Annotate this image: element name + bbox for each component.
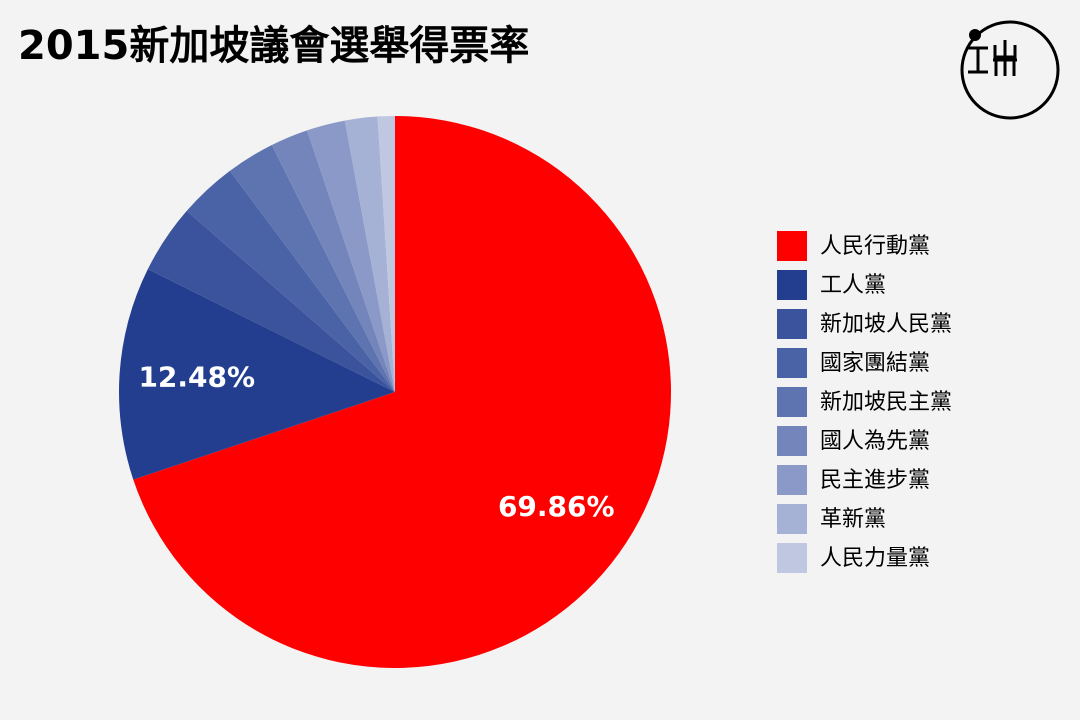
legend-label: 新加坡民主黨 [820, 390, 952, 415]
legend-swatch [777, 387, 807, 417]
pie-slice [147, 210, 395, 392]
pie-slice [271, 130, 395, 392]
legend-swatch [777, 426, 807, 456]
pie-slice [344, 116, 395, 392]
legend-label: 人民力量黨 [820, 546, 930, 571]
pie-slice [377, 116, 395, 392]
pie-slice [229, 144, 395, 392]
legend-swatch [777, 504, 807, 534]
pie-slice [186, 170, 395, 392]
legend-label: 人民行動黨 [820, 234, 930, 259]
logo [960, 20, 1060, 120]
legend-swatch [777, 231, 807, 261]
logo-glyph [968, 40, 1017, 76]
legend-label: 新加坡人民黨 [820, 312, 952, 337]
legend-swatch [777, 465, 807, 495]
pie-slice [307, 120, 395, 393]
legend-swatch [777, 348, 807, 378]
chart-title: 2015新加坡議會選舉得票率 [18, 23, 529, 69]
legend-label: 國家團結黨 [820, 351, 930, 376]
data-label: 69.86% [498, 490, 615, 523]
legend-swatch [777, 270, 807, 300]
data-label: 12.48% [138, 360, 255, 393]
pie-slice [118, 269, 396, 480]
legend-swatch [777, 309, 807, 339]
pie-slice [133, 116, 671, 668]
legend-label: 國人為先黨 [820, 429, 930, 454]
legend-label: 民主進步黨 [820, 468, 930, 493]
logo-circle [960, 20, 1060, 120]
logo-dot [969, 29, 981, 41]
legend-label: 工人黨 [820, 273, 886, 298]
legend-swatch [777, 543, 807, 573]
legend-label: 革新黨 [820, 507, 886, 532]
